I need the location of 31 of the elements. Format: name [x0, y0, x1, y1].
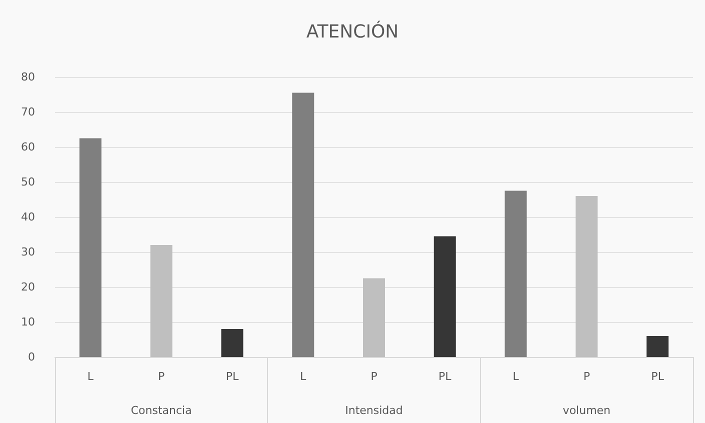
- chart-title: ATENCIÓN: [306, 20, 399, 42]
- bar: [292, 92, 314, 357]
- bar: [646, 336, 669, 357]
- y-tick-label: 20: [21, 280, 35, 294]
- text: Constancia: [130, 404, 192, 417]
- y-tick-label: 40: [21, 210, 35, 224]
- bar: [504, 190, 527, 357]
- x-tick-label: L: [300, 370, 308, 383]
- y-tick-label: 10: [21, 316, 35, 328]
- x-tick-label: PL: [651, 370, 665, 383]
- y-tick-label: 0: [28, 350, 35, 364]
- bar: [221, 329, 244, 357]
- x-tick-label: P: [158, 370, 166, 383]
- x-tick-label: P: [583, 370, 590, 383]
- bar: [576, 196, 598, 357]
- y-tick-label: 60: [21, 140, 35, 154]
- text: Intensidad: [345, 404, 403, 417]
- text: volumen: [562, 404, 611, 417]
- bar: [79, 138, 102, 357]
- bar: [434, 236, 456, 357]
- x-tick-label: L: [512, 370, 520, 383]
- x-tick-label: PL: [226, 370, 240, 383]
- y-tick-label: 70: [21, 106, 35, 118]
- y-tick-label: 80: [21, 70, 35, 84]
- x-tick-label: L: [87, 370, 94, 383]
- y-tick-label: 50: [21, 176, 35, 188]
- bar: [363, 278, 385, 357]
- y-tick-label: 30: [21, 246, 35, 258]
- bar: [150, 245, 172, 357]
- x-tick-label: PL: [438, 370, 452, 383]
- x-tick-label: P: [370, 370, 378, 383]
